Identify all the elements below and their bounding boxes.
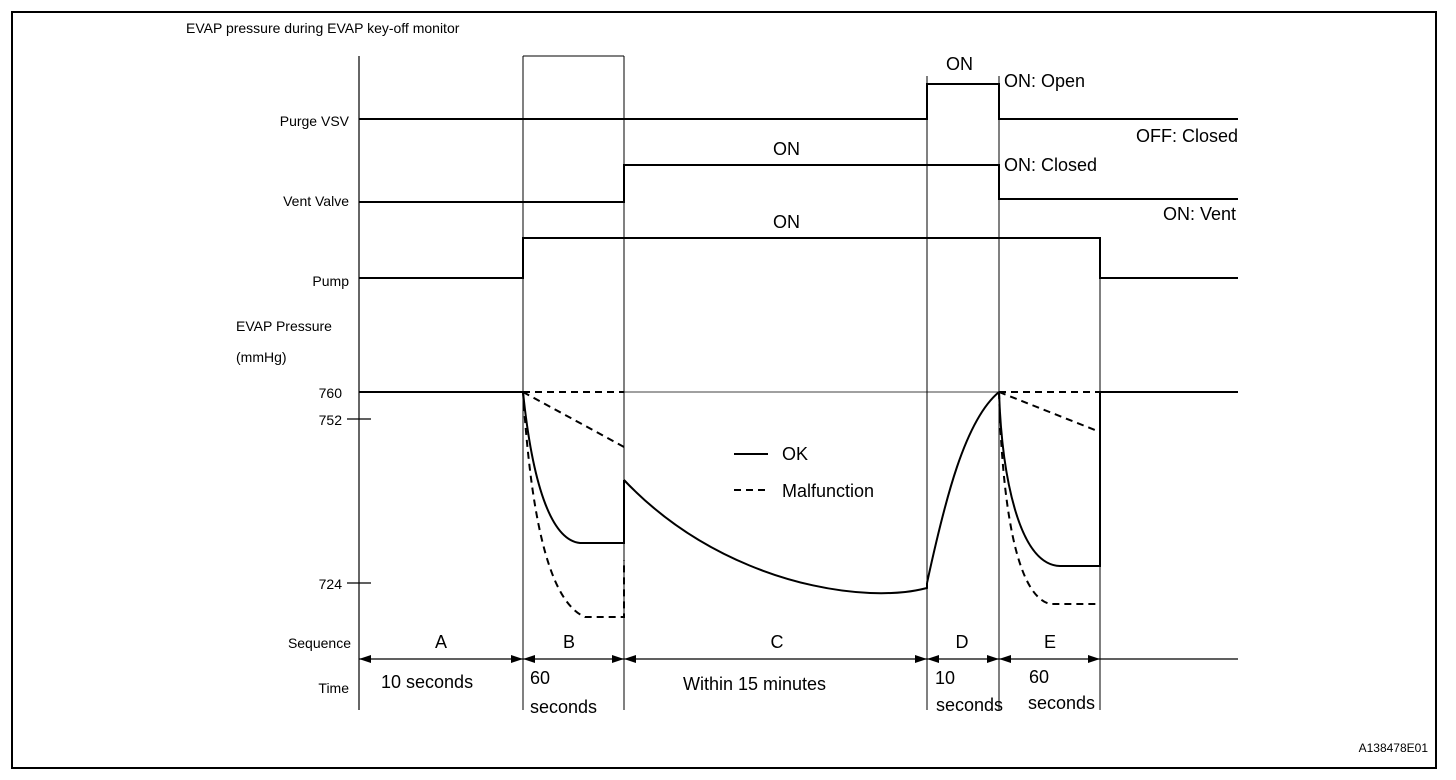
legend: OK Malfunction <box>734 444 874 501</box>
tick-724: 724 <box>319 576 343 592</box>
time-b-line1: 60 <box>530 668 550 688</box>
vent-closed-state: ON: Closed <box>1004 155 1097 175</box>
vent-on-label: ON <box>773 139 800 159</box>
row-labels: Purge VSV Vent Valve Pump Sequence Time <box>280 113 351 696</box>
pump-on-label: ON <box>773 212 800 232</box>
sequence-a: A <box>435 632 447 652</box>
time-e-line2: seconds <box>1028 693 1095 713</box>
purge-closed-state: OFF: Closed <box>1136 126 1238 146</box>
time-e-line1: 60 <box>1029 667 1049 687</box>
time-d-line2: seconds <box>936 695 1003 715</box>
tick-752: 752 <box>319 412 343 428</box>
time-b-line2: seconds <box>530 697 597 717</box>
sequence-e: E <box>1044 632 1056 652</box>
time-c: Within 15 minutes <box>683 674 826 694</box>
sequence-b: B <box>563 632 575 652</box>
vent-valve-signal <box>359 164 1238 203</box>
pressure-malfunction-curve <box>522 391 1101 618</box>
diagram-title: EVAP pressure during EVAP key-off monito… <box>186 20 460 36</box>
pump-label: Pump <box>312 273 349 289</box>
pump-signal <box>359 237 1238 279</box>
time-labels: 10 seconds 60 seconds Within 15 minutes … <box>381 667 1095 717</box>
tick-760: 760 <box>319 385 343 401</box>
sequence-d: D <box>956 632 969 652</box>
vent-vent-state: ON: Vent <box>1163 204 1236 224</box>
time-label: Time <box>318 680 349 696</box>
evap-pressure-label: EVAP Pressure <box>236 318 332 334</box>
time-d-line1: 10 <box>935 668 955 688</box>
pressure-unit-label: (mmHg) <box>236 349 287 365</box>
legend-malfunction-label: Malfunction <box>782 481 874 501</box>
purge-open-state: ON: Open <box>1004 71 1085 91</box>
purge-on-label: ON <box>946 54 973 74</box>
figure-id: A138478E01 <box>1359 741 1429 755</box>
pressure-ticks <box>347 418 371 584</box>
purge-vsv-label: Purge VSV <box>280 113 350 129</box>
sequence-c: C <box>771 632 784 652</box>
sequence-letters: A B C D E <box>435 632 1056 652</box>
sequence-label: Sequence <box>288 635 351 651</box>
vent-valve-label: Vent Valve <box>283 193 349 209</box>
purge-vsv-signal <box>359 83 1238 120</box>
sequence-arrowheads <box>359 655 1100 663</box>
time-a: 10 seconds <box>381 672 473 692</box>
legend-ok-label: OK <box>782 444 808 464</box>
figure-frame <box>11 11 1437 769</box>
